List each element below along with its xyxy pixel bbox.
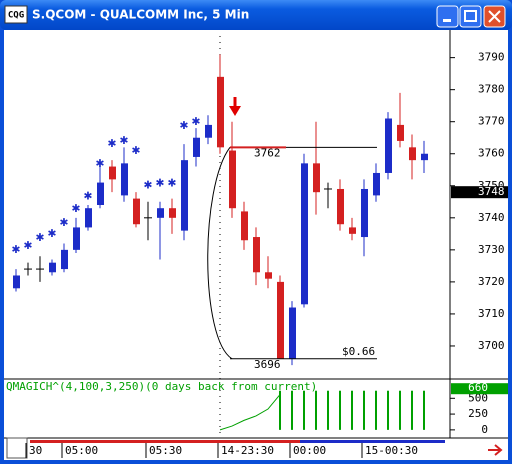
- candle-body: [181, 160, 188, 231]
- candle-body: [313, 163, 320, 193]
- stop-marker: ✱: [132, 142, 141, 158]
- corner-box[interactable]: [6, 437, 28, 459]
- stop-marker: ✱: [180, 117, 189, 133]
- range-bracket: [207, 147, 233, 360]
- stop-marker: ✱: [60, 214, 69, 230]
- stop-marker: ✱: [192, 113, 201, 129]
- stop-marker: ✱: [108, 135, 117, 151]
- candle-body: [289, 307, 296, 359]
- low-label: 3696: [254, 358, 281, 371]
- candle-body: [373, 172, 380, 196]
- indicator-tick-label: 0: [481, 423, 488, 436]
- time-strip-2: [300, 440, 445, 443]
- candle-body: [349, 227, 356, 234]
- stop-marker: ✱: [168, 175, 177, 191]
- indicator-tick-label: 250: [468, 407, 488, 420]
- candle-body: [73, 227, 80, 250]
- indicator-title: QMAGICH^(4,100,3,250)(0 days back from c…: [6, 380, 317, 393]
- candle-body: [361, 188, 368, 238]
- stop-marker: ✱: [96, 155, 105, 171]
- y-tick-label: 3740: [478, 211, 505, 224]
- minimize-button[interactable]: [436, 5, 459, 28]
- x-tick-label: 15-00:30: [365, 444, 418, 457]
- x-tick-label: 05:00: [65, 444, 98, 457]
- stop-marker: ✱: [72, 200, 81, 216]
- indicator-tick-label: 500: [468, 391, 488, 404]
- x-tick-label: 14-23:30: [221, 444, 274, 457]
- last-price-box: [451, 186, 508, 199]
- stop-marker: ✱: [12, 241, 21, 257]
- minimize-icon: [443, 19, 451, 22]
- indicator-value-box: [451, 383, 508, 395]
- y-tick-label: 3770: [478, 115, 505, 128]
- candle-body: [157, 208, 164, 218]
- candle-body: [217, 76, 224, 148]
- stop-marker: ✱: [84, 187, 93, 203]
- candle-body: [241, 211, 248, 241]
- window-title: S.QCOM - QUALCOMM Inc, 5 Min: [32, 8, 249, 22]
- candle-body: [97, 182, 104, 205]
- y-tick-label: 3790: [478, 51, 505, 64]
- candle-body: [397, 124, 404, 141]
- candle-body: [109, 166, 116, 180]
- y-tick-label: 3720: [478, 275, 505, 288]
- candle-body: [13, 275, 20, 289]
- candle-body: [421, 153, 428, 161]
- x-tick-label: 00:00: [293, 444, 326, 457]
- close-icon: [488, 10, 501, 23]
- title-bar: [0, 0, 512, 30]
- candle-body: [253, 237, 260, 273]
- y-tick-label: 3780: [478, 83, 505, 96]
- candle-body: [337, 188, 344, 225]
- app-icon[interactable]: [4, 5, 28, 24]
- high-label: 3762: [254, 146, 281, 159]
- candle-body: [169, 208, 176, 218]
- y-tick-label: 3730: [478, 243, 505, 256]
- y-tick-label: 3760: [478, 147, 505, 160]
- candle-body: [205, 124, 212, 138]
- x-tick-label: 30: [29, 444, 42, 457]
- stop-marker: ✱: [48, 225, 57, 241]
- candle-body: [85, 208, 92, 228]
- x-tick-label: 05:30: [149, 444, 182, 457]
- candle-body: [277, 281, 284, 359]
- maximize-button[interactable]: [459, 5, 482, 28]
- maximize-icon: [464, 10, 477, 22]
- time-strip: [30, 440, 445, 443]
- candle-body: [229, 150, 236, 209]
- stop-marker: ✱: [144, 177, 153, 193]
- stop-marker: ✱: [36, 229, 45, 245]
- candle-body: [193, 137, 200, 157]
- scroll-arrow[interactable]: [488, 444, 503, 456]
- signal-arrow-head: [229, 106, 241, 116]
- candle-body: [265, 272, 272, 279]
- candle-body: [121, 163, 128, 196]
- candle-body: [301, 163, 308, 305]
- stop-marker: ✱: [24, 237, 33, 253]
- indicator-value-label: 660: [468, 381, 488, 394]
- window-buttons: [436, 5, 506, 28]
- y-tick-label: 3710: [478, 307, 505, 320]
- candle-body: [61, 249, 68, 270]
- indicator-line: [219, 394, 281, 431]
- candle-body: [409, 147, 416, 161]
- stop-marker: ✱: [120, 132, 129, 148]
- candle-body: [385, 118, 392, 173]
- candle-body: [49, 262, 56, 273]
- stop-marker: ✱: [156, 175, 165, 191]
- y-tick-label: 3700: [478, 339, 505, 352]
- app-icon-text: CQG: [8, 11, 24, 21]
- range-label: $0.66: [342, 345, 375, 358]
- candle-body: [133, 198, 140, 225]
- last-price-label: 3748: [478, 185, 505, 198]
